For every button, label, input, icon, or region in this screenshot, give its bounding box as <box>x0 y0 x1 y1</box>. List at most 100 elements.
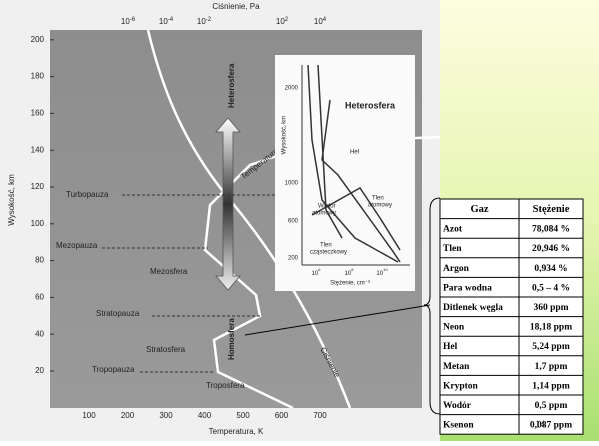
gas-name: Azot <box>443 225 463 235</box>
inset-x-tick-label: 106 <box>312 267 322 277</box>
heterosfera-label: Heterosfera <box>227 63 236 108</box>
oxygen-molecular-curve <box>307 64 399 263</box>
hel-label: Hel <box>350 150 359 156</box>
gas-name: Metan <box>443 362 470 372</box>
gas-name: Hel <box>443 342 458 352</box>
connector <box>244 304 431 336</box>
inset-y-tick-label: 2000 <box>285 86 299 92</box>
gas-name: Neon <box>443 323 465 333</box>
gas-concentration: 18,18 ppm <box>530 323 572 333</box>
gas-concentration: 78,084 % <box>532 225 570 235</box>
inset-title: Heterosfera <box>345 100 396 110</box>
tlen-atomowy-label: atomowy <box>368 203 392 209</box>
gas-name: Krypton <box>443 381 479 391</box>
top-tick-label-base: 10 <box>121 17 130 26</box>
top-axis-label: Ciśnienie, Pa <box>212 2 260 11</box>
y-tick-label: 100 <box>31 219 45 228</box>
gas-concentration: 20,946 % <box>532 244 570 254</box>
x-tick-label: 600 <box>275 411 289 420</box>
top-tick-label-base: 10 <box>197 17 206 26</box>
inset-x-tick-label: 1010 <box>376 267 388 277</box>
top-tick-label-exponent: -2 <box>206 17 212 23</box>
gas-concentration: 1,7 ppm <box>535 362 568 372</box>
wodor-label: atomowy <box>312 211 336 217</box>
gas-name: Ditlenek węgla <box>443 303 503 313</box>
top-tick-label-exponent: 2 <box>285 17 289 23</box>
gas-concentration: 0,934 % <box>534 264 567 274</box>
inset-x-tick-label-base: 10 <box>376 271 383 277</box>
inset-x-tick-label-base: 10 <box>312 271 319 277</box>
tlen-czasteczkowy-label: cząsteczkowy <box>310 250 347 256</box>
top-tick-label: 102 <box>276 17 289 27</box>
gas-concentration: 0,5 ppm <box>535 401 568 411</box>
stratosfera: Stratosfera <box>146 345 186 354</box>
top-tick-label-base: 10 <box>276 17 285 26</box>
page-number: 14 <box>535 419 545 430</box>
table-header: Stężenie <box>533 204 570 215</box>
inset-x-tick-label-exponent: 6 <box>318 267 321 272</box>
table: Gaz Stężenie Azot 78,084 % Tlen 20,946 % Argon… <box>439 198 584 435</box>
mezopauza: Mezopauza <box>56 241 98 250</box>
y-axis-label: Wysokość, km <box>7 174 16 226</box>
y-tick-label: 40 <box>35 329 44 338</box>
gas-concentration: 0,5 – 4 % <box>532 283 570 293</box>
inset-x-tick-label: 108 <box>345 267 355 277</box>
homosfera-label: Homosfera <box>227 318 236 360</box>
gas-concentration: 1,14 ppm <box>532 381 570 391</box>
inset-x-tick-label-exponent: 8 <box>351 267 354 272</box>
top-tick-label-base: 10 <box>314 17 323 26</box>
inset-curves <box>307 64 401 263</box>
inset <box>275 55 415 291</box>
gas-concentration: 5,24 ppm <box>532 342 570 352</box>
inset-x-label: Stężenie, cm⁻³ <box>330 281 370 287</box>
inset-y-tick-label: 200 <box>288 256 299 262</box>
tropopauza: Tropopauza <box>92 365 135 374</box>
top-tick-label-exponent: 4 <box>323 17 327 23</box>
gas-name: Para wodna <box>443 283 492 293</box>
y-tick-label: 160 <box>31 109 45 118</box>
x-tick-label: 700 <box>313 411 327 420</box>
gas-name: Tlen <box>443 244 462 254</box>
gas-name: Ksenon <box>443 421 474 431</box>
table-header: Gaz <box>470 204 488 215</box>
top-tick-label: 10-2 <box>197 17 212 27</box>
y-tick-label: 60 <box>35 293 44 302</box>
x-tick-label: 200 <box>121 411 135 420</box>
turbopauza: Turbopauza <box>66 190 109 199</box>
mezosfera: Mezosfera <box>150 267 188 276</box>
x-tick-label: 300 <box>159 411 173 420</box>
x-tick-label: 400 <box>198 411 212 420</box>
figure: Turbopauza Mezopauza Stratopauza Tropopa… <box>7 2 441 436</box>
tlen-atomowy-label: Tlen <box>372 196 384 202</box>
y-tick-label: 140 <box>31 145 45 154</box>
x-tick-label: 500 <box>236 411 250 420</box>
wodor-label: Wodór <box>318 204 336 210</box>
y-tick-label: 180 <box>31 72 45 81</box>
oxygen-atomic-curve <box>311 187 401 251</box>
stratopauza: Stratopauza <box>96 309 140 318</box>
gas-name: Argon <box>443 264 470 274</box>
top-tick-label-exponent: -6 <box>130 17 136 23</box>
y-tick-label: 120 <box>31 182 45 191</box>
y-tick-label: 80 <box>35 256 44 265</box>
y-tick-label: 200 <box>31 35 45 44</box>
brace <box>423 197 441 415</box>
inset-y-label: Wysokość, km <box>282 116 288 155</box>
top-tick-label: 104 <box>314 17 327 27</box>
inset-x-tick-label-exponent: 10 <box>383 267 388 272</box>
tlen-czasteczkowy-label: Tlen <box>320 243 332 249</box>
top-tick-label: 10-6 <box>121 17 136 27</box>
sphere-arrow <box>215 117 241 291</box>
x-tick-label: 100 <box>82 411 96 420</box>
helium-curve <box>321 99 401 263</box>
hydrogen-curve <box>317 64 343 239</box>
gas-name: Wodór <box>443 401 472 411</box>
y-tick-label: 20 <box>35 366 44 375</box>
gas-concentration: 0,087 ppm <box>530 421 572 431</box>
troposfera: Troposfera <box>206 381 245 390</box>
top-tick-label-base: 10 <box>159 17 168 26</box>
inset-y-tick-label: 1000 <box>285 181 299 187</box>
top-tick-label: 10-4 <box>159 17 174 27</box>
